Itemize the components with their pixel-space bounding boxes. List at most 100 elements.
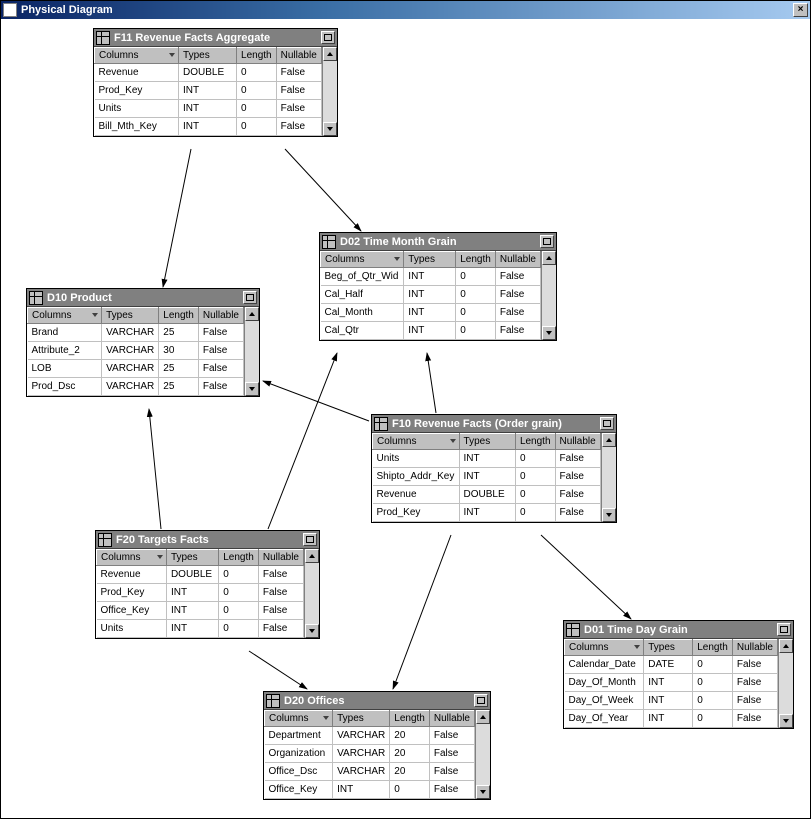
entity-header[interactable]: D01 Time Day Grain	[564, 621, 793, 639]
table-row[interactable]: Office_KeyINT0False	[97, 602, 304, 620]
scroll-track[interactable]	[305, 563, 319, 624]
vertical-scrollbar[interactable]	[541, 251, 556, 340]
maximize-button[interactable]	[243, 291, 257, 304]
entity-header[interactable]: D20 Offices	[264, 692, 490, 710]
scroll-down-button[interactable]	[323, 122, 337, 136]
vertical-scrollbar[interactable]	[244, 307, 259, 396]
table-row[interactable]: Prod_KeyINT0False	[97, 584, 304, 602]
vertical-scrollbar[interactable]	[322, 47, 337, 136]
maximize-button[interactable]	[777, 623, 791, 636]
scroll-down-button[interactable]	[779, 714, 793, 728]
column-header[interactable]: Columns	[28, 308, 102, 324]
maximize-button[interactable]	[303, 533, 317, 546]
table-row[interactable]: Calendar_DateDATE0False	[565, 656, 778, 674]
column-header[interactable]: Length	[515, 434, 555, 450]
table-row[interactable]: LOBVARCHAR25False	[28, 360, 244, 378]
scroll-up-button[interactable]	[476, 710, 490, 724]
column-header[interactable]: Length	[390, 711, 430, 727]
scroll-down-button[interactable]	[476, 785, 490, 799]
table-row[interactable]: OrganizationVARCHAR20False	[265, 745, 475, 763]
scroll-up-button[interactable]	[245, 307, 259, 321]
column-header[interactable]: Types	[333, 711, 390, 727]
maximize-button[interactable]	[540, 235, 554, 248]
entity-f11[interactable]: F11 Revenue Facts AggregateColumnsTypesL…	[93, 28, 338, 137]
column-header[interactable]: Length	[237, 48, 277, 64]
scroll-down-button[interactable]	[245, 382, 259, 396]
column-header[interactable]: Length	[219, 550, 259, 566]
entity-d10[interactable]: D10 ProductColumnsTypesLengthNullableBra…	[26, 288, 260, 397]
scroll-track[interactable]	[542, 265, 556, 326]
column-header[interactable]: Nullable	[732, 640, 777, 656]
column-header[interactable]: Columns	[265, 711, 333, 727]
entity-header[interactable]: F10 Revenue Facts (Order grain)	[372, 415, 616, 433]
entity-f10[interactable]: F10 Revenue Facts (Order grain)ColumnsTy…	[371, 414, 617, 523]
column-header[interactable]: Columns	[97, 550, 167, 566]
maximize-button[interactable]	[321, 31, 335, 44]
scroll-down-button[interactable]	[305, 624, 319, 638]
table-row[interactable]: RevenueDOUBLE0False	[95, 64, 322, 82]
table-row[interactable]: BrandVARCHAR25False	[28, 324, 244, 342]
table-row[interactable]: Prod_KeyINT0False	[373, 504, 601, 522]
column-header[interactable]: Types	[459, 434, 515, 450]
table-row[interactable]: Cal_MonthINT0False	[321, 304, 541, 322]
scroll-up-button[interactable]	[305, 549, 319, 563]
column-header[interactable]: Nullable	[198, 308, 243, 324]
table-row[interactable]: Attribute_2VARCHAR30False	[28, 342, 244, 360]
entity-f20[interactable]: F20 Targets FactsColumnsTypesLengthNulla…	[95, 530, 320, 639]
scroll-up-button[interactable]	[602, 433, 616, 447]
scroll-down-button[interactable]	[602, 508, 616, 522]
scroll-down-button[interactable]	[542, 326, 556, 340]
entity-header[interactable]: D02 Time Month Grain	[320, 233, 556, 251]
entity-d02[interactable]: D02 Time Month GrainColumnsTypesLengthNu…	[319, 232, 557, 341]
table-row[interactable]: Office_KeyINT0False	[265, 781, 475, 799]
table-row[interactable]: RevenueDOUBLE0False	[373, 486, 601, 504]
entity-header[interactable]: D10 Product	[27, 289, 259, 307]
column-header[interactable]: Types	[166, 550, 218, 566]
column-header[interactable]: Nullable	[429, 711, 474, 727]
column-header[interactable]: Nullable	[555, 434, 600, 450]
column-header[interactable]: Columns	[373, 434, 460, 450]
table-row[interactable]: Cal_HalfINT0False	[321, 286, 541, 304]
scroll-up-button[interactable]	[323, 47, 337, 61]
column-header[interactable]: Columns	[95, 48, 179, 64]
table-row[interactable]: Day_Of_YearINT0False	[565, 710, 778, 728]
entity-d20[interactable]: D20 OfficesColumnsTypesLengthNullableDep…	[263, 691, 491, 800]
table-row[interactable]: Office_DscVARCHAR20False	[265, 763, 475, 781]
column-header[interactable]: Types	[179, 48, 237, 64]
column-header[interactable]: Length	[693, 640, 733, 656]
table-row[interactable]: DepartmentVARCHAR20False	[265, 727, 475, 745]
column-header[interactable]: Nullable	[276, 48, 321, 64]
maximize-button[interactable]	[474, 694, 488, 707]
scroll-track[interactable]	[323, 61, 337, 122]
column-header[interactable]: Nullable	[495, 252, 540, 268]
table-row[interactable]: Shipto_Addr_KeyINT0False	[373, 468, 601, 486]
entity-header[interactable]: F20 Targets Facts	[96, 531, 319, 549]
diagram-canvas[interactable]: F11 Revenue Facts AggregateColumnsTypesL…	[1, 19, 810, 818]
table-row[interactable]: UnitsINT0False	[95, 100, 322, 118]
scroll-up-button[interactable]	[542, 251, 556, 265]
table-row[interactable]: Cal_QtrINT0False	[321, 322, 541, 340]
vertical-scrollbar[interactable]	[601, 433, 616, 522]
scroll-track[interactable]	[476, 724, 490, 785]
column-header[interactable]: Columns	[565, 640, 644, 656]
close-button[interactable]: ×	[793, 3, 808, 17]
column-header[interactable]: Types	[102, 308, 159, 324]
table-row[interactable]: Prod_DscVARCHAR25False	[28, 378, 244, 396]
table-row[interactable]: Day_Of_MonthINT0False	[565, 674, 778, 692]
scroll-track[interactable]	[245, 321, 259, 382]
maximize-button[interactable]	[600, 417, 614, 430]
vertical-scrollbar[interactable]	[475, 710, 490, 799]
column-header[interactable]: Types	[404, 252, 456, 268]
entity-d01[interactable]: D01 Time Day GrainColumnsTypesLengthNull…	[563, 620, 794, 729]
column-header[interactable]: Length	[159, 308, 199, 324]
column-header[interactable]: Nullable	[258, 550, 303, 566]
table-row[interactable]: UnitsINT0False	[97, 620, 304, 638]
table-row[interactable]: RevenueDOUBLE0False	[97, 566, 304, 584]
column-header[interactable]: Columns	[321, 252, 404, 268]
scroll-up-button[interactable]	[779, 639, 793, 653]
table-row[interactable]: Day_Of_WeekINT0False	[565, 692, 778, 710]
table-row[interactable]: UnitsINT0False	[373, 450, 601, 468]
vertical-scrollbar[interactable]	[778, 639, 793, 728]
entity-header[interactable]: F11 Revenue Facts Aggregate	[94, 29, 337, 47]
column-header[interactable]: Types	[644, 640, 693, 656]
